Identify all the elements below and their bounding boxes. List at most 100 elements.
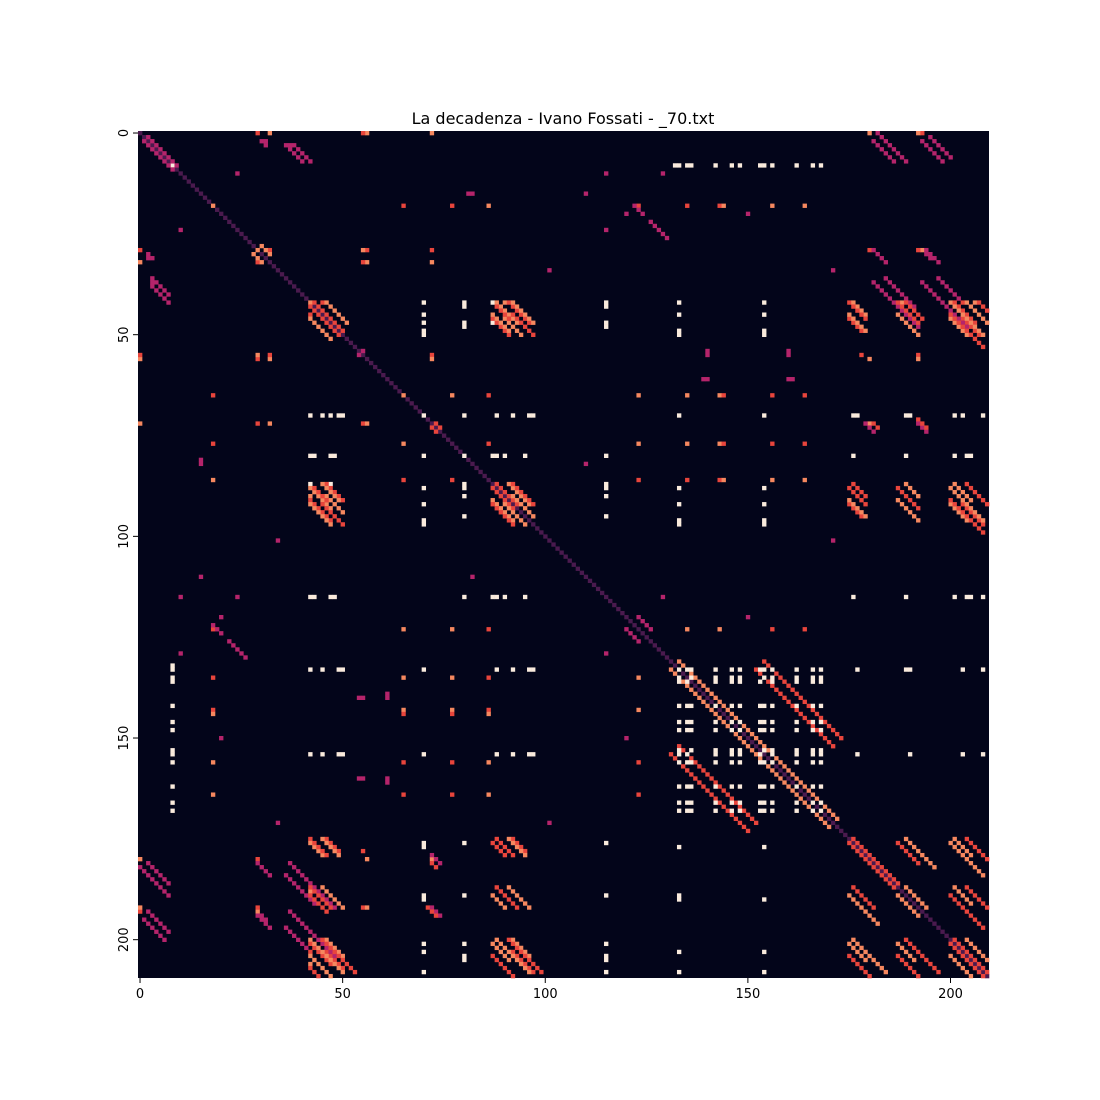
- heatmap-cell: [300, 921, 305, 926]
- heatmap-cell: [895, 941, 901, 947]
- heatmap-cell: [162, 925, 167, 930]
- heatmap-cell: [895, 953, 901, 959]
- heatmap-cell: [514, 941, 520, 947]
- heatmap-cell: [198, 191, 204, 196]
- heatmap-cell: [762, 675, 767, 680]
- heatmap-cell: [527, 502, 532, 507]
- heatmap-cell: [340, 510, 345, 515]
- heatmap-cell: [887, 877, 893, 882]
- heatmap-cell: [814, 804, 820, 809]
- heatmap-cell: [312, 844, 317, 850]
- heatmap-cell: [320, 953, 325, 959]
- heatmap-cell: [259, 139, 264, 144]
- heatmap-cell: [867, 247, 872, 253]
- heatmap-cell: [308, 752, 313, 757]
- heatmap-cell: [364, 857, 370, 862]
- heatmap-cell: [267, 421, 273, 426]
- heatmap-cell: [324, 937, 329, 942]
- heatmap-cell: [178, 227, 183, 233]
- heatmap-cell: [263, 256, 268, 261]
- heatmap-cell: [215, 207, 220, 212]
- heatmap-cell: [899, 502, 905, 507]
- heatmap-cell: [976, 300, 982, 305]
- heatmap-cell: [907, 941, 913, 947]
- heatmap-cell: [539, 969, 544, 975]
- heatmap-cell: [364, 247, 370, 253]
- heatmap-cell: [770, 727, 775, 733]
- heatmap-cell: [871, 865, 876, 870]
- heatmap-cell: [401, 707, 406, 713]
- heatmap-cell: [636, 207, 641, 212]
- heatmap-cell: [328, 320, 333, 325]
- heatmap-cell: [328, 594, 333, 600]
- heatmap-cell: [170, 719, 175, 725]
- heatmap-cell: [296, 155, 301, 160]
- heatmap-cell: [859, 324, 864, 329]
- heatmap-cell: [166, 159, 171, 164]
- heatmap-cell: [267, 252, 273, 257]
- heatmap-cell: [170, 679, 175, 684]
- heatmap-cell: [717, 393, 722, 398]
- heatmap-cell: [701, 691, 706, 696]
- heatmap-cell: [178, 171, 183, 176]
- heatmap-cell: [158, 933, 163, 938]
- heatmap-cell: [340, 316, 345, 321]
- heatmap-cell: [916, 973, 921, 979]
- heatmap-cell: [170, 167, 175, 172]
- heatmap-cell: [328, 953, 333, 959]
- heatmap-cell: [344, 320, 350, 325]
- heatmap-cell: [604, 941, 609, 947]
- heatmap-cell: [855, 901, 860, 906]
- heatmap-cell: [170, 667, 175, 672]
- heatmap-cell: [681, 764, 686, 769]
- heatmap-cell: [912, 909, 917, 914]
- heatmap-cell: [502, 308, 508, 313]
- heatmap-cell: [713, 711, 718, 717]
- heatmap-cell: [851, 844, 856, 850]
- heatmap-cell: [907, 485, 913, 491]
- heatmap-cell: [287, 861, 293, 866]
- heatmap-cell: [867, 861, 872, 866]
- heatmap-cell: [810, 808, 816, 813]
- heatmap-cell: [450, 627, 455, 632]
- heatmap-cell: [401, 675, 406, 680]
- heatmap-cell: [498, 901, 504, 906]
- heatmap-cell: [522, 494, 528, 499]
- heatmap-cell: [360, 905, 366, 910]
- heatmap-cell: [936, 143, 941, 148]
- heatmap-cell: [924, 429, 929, 434]
- heatmap-cell: [903, 320, 909, 325]
- heatmap-cell: [729, 679, 734, 684]
- heatmap-cell: [968, 941, 974, 947]
- y-tick-label: 100: [117, 524, 132, 549]
- heatmap-cell: [924, 905, 929, 910]
- heatmap-cell: [340, 413, 345, 418]
- heatmap-cell: [968, 498, 974, 503]
- heatmap-cell: [316, 848, 321, 854]
- heatmap-cell: [146, 143, 151, 148]
- heatmap-cell: [762, 163, 767, 168]
- heatmap-cell: [847, 836, 852, 842]
- heatmap-cell: [490, 312, 495, 317]
- heatmap-cell: [158, 155, 163, 160]
- heatmap-cell: [490, 300, 495, 305]
- heatmap-cell: [518, 844, 524, 850]
- heatmap-cell: [916, 332, 921, 337]
- heatmap-cell: [401, 792, 406, 797]
- heatmap-cell: [142, 135, 147, 140]
- heatmap-cell: [336, 961, 341, 967]
- heatmap-cell: [360, 848, 366, 854]
- heatmap-cell: [916, 506, 921, 511]
- heatmap-cell: [531, 969, 536, 975]
- heatmap-cell: [709, 699, 714, 705]
- heatmap-cell: [839, 736, 844, 741]
- heatmap-cell: [903, 901, 909, 906]
- heatmap-cell: [624, 211, 629, 216]
- heatmap-cell: [328, 949, 333, 955]
- heatmap-cell: [251, 243, 256, 249]
- heatmap-cell: [976, 332, 982, 337]
- heatmap-cell: [150, 280, 155, 285]
- heatmap-cell: [818, 715, 824, 721]
- heatmap-cell: [324, 518, 329, 523]
- heatmap-cell: [798, 711, 803, 717]
